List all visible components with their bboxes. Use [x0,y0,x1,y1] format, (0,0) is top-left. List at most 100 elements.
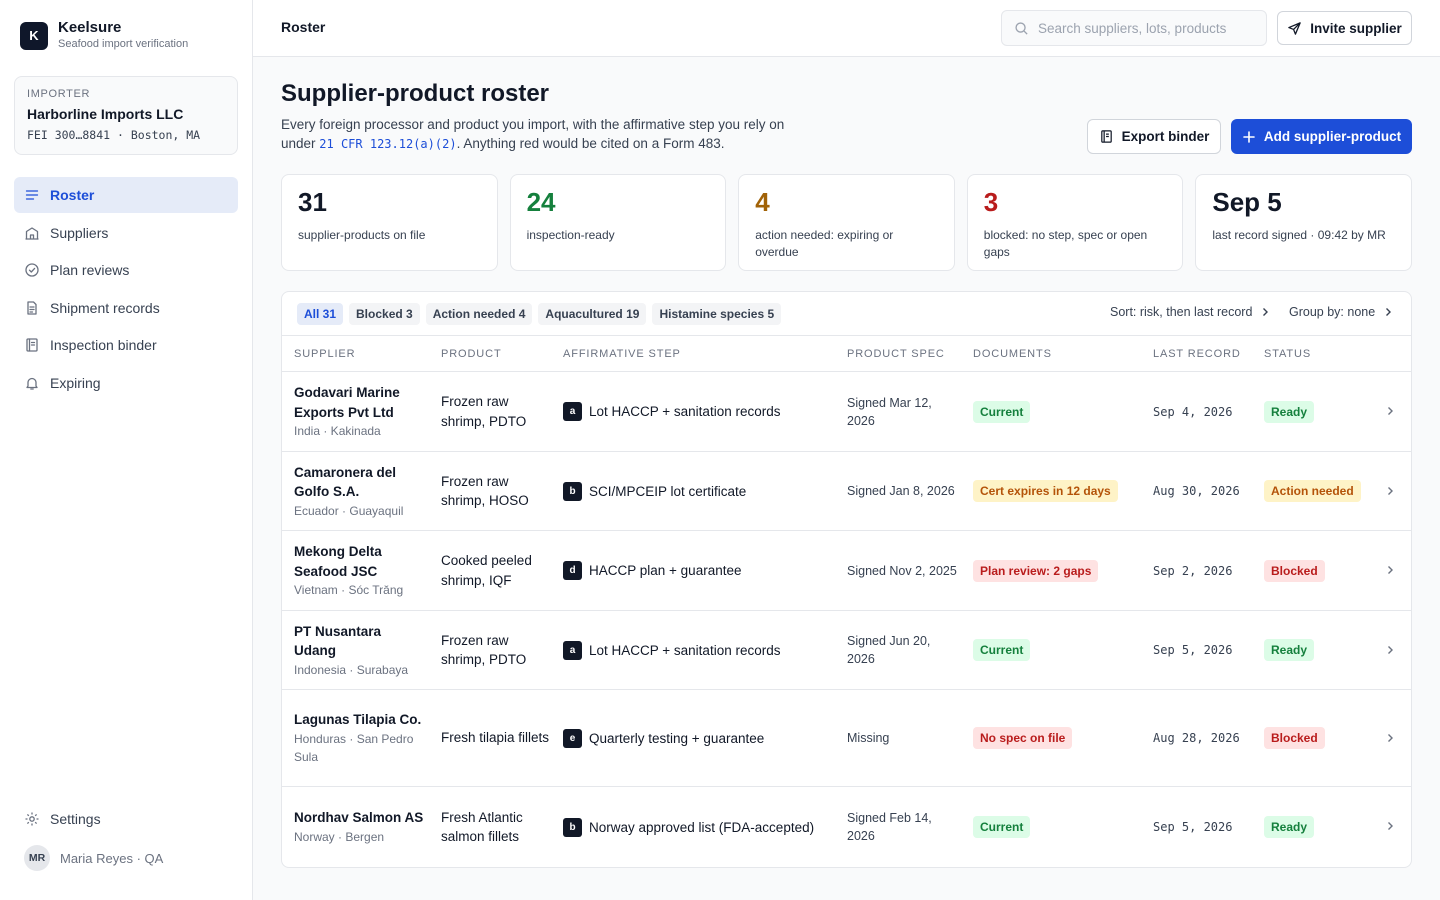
sidebar-item-expiring[interactable]: Expiring [14,365,238,401]
step-code-badge: b [563,817,582,837]
invite-supplier-button[interactable]: Invite supplier [1277,11,1412,45]
sidebar-item-inspection-binder[interactable]: Inspection binder [14,327,238,363]
sidebar-item-shipment-records[interactable]: Shipment records [14,290,238,326]
stat-card[interactable]: 24 inspection-ready [509,174,727,271]
affirmative-step: HACCP plan + guarantee [589,563,742,578]
supplier-name[interactable]: Camaronera del Golfo S.A. [294,464,397,500]
column-header-status[interactable]: Status [1264,348,1312,360]
affirmative-step: Lot HACCP + sanitation records [589,642,781,658]
affirmative-step-cell: b SCI/MPCEIP lot certificate [563,452,833,530]
chevron-right-icon[interactable] [1384,485,1396,497]
status-badge: Blocked [1264,559,1325,582]
binder-icon [26,338,38,353]
settings-link[interactable]: Settings [14,803,238,835]
gear-icon [25,812,39,826]
stat-label: supplier-products on file [298,228,426,242]
product-name: Fresh Atlantic salmon fillets [441,809,523,845]
stat-card[interactable]: 4 action needed: expiring or overdue [738,174,955,271]
stat-value: Sep 5 [1212,187,1282,217]
user-profile[interactable]: MR Maria Reyes · QA [14,845,238,871]
app-tagline: Seafood import verification [58,38,189,50]
filter-chip[interactable]: Blocked 3 [349,303,420,325]
supplier-name[interactable]: Godavari Marine Exports Pvt Ltd [294,385,400,420]
table-row[interactable]: Lagunas Tilapia Co. Honduras · San Pedro … [282,690,1411,787]
sidebar-item-label: Roster [50,187,95,203]
filter-chip[interactable]: All 31 [297,303,344,325]
product-spec-cell: Signed Jan 8, 2026 [847,452,959,530]
affirmative-step-cell: a Lot HACCP + sanitation records [563,372,833,451]
search-input[interactable] [1038,20,1258,36]
stat-label: action needed: expiring or overdue [755,228,894,259]
stat-card[interactable]: Sep 5 last record signed · 09:42 by MR [1195,174,1412,271]
group-by-control[interactable]: Group by: none [1289,305,1394,319]
column-header-last-record[interactable]: Last record [1153,348,1241,360]
table-row[interactable]: PT Nusantara Udang Indonesia · Surabaya Fr… [282,611,1411,690]
supplier-name[interactable]: PT Nusantara Udang [294,623,382,659]
status-badge: Action needed [1264,480,1361,502]
sidebar-item-roster[interactable]: Roster [14,177,238,213]
filter-chip[interactable]: Histamine species 5 [652,303,782,325]
supplier-location: Norway · Bergen [294,829,385,844]
chevron-right-icon[interactable] [1384,564,1396,576]
documents-badge: Cert expires in 12 days [973,480,1118,502]
supplier-location: Honduras · San Pedro Sula [294,731,414,764]
status-cell: Blocked [1264,690,1374,786]
sidebar-nav: Roster Suppliers Plan reviews Shipment reco… [14,177,238,403]
table-row[interactable]: Nordhav Salmon AS Norway · Bergen Fresh At… [282,787,1411,867]
status-cell: Ready [1264,372,1374,451]
add-supplier-product-button[interactable]: Add supplier-product [1231,119,1412,154]
chevron-right-icon[interactable] [1384,732,1396,744]
status-badge: Ready [1264,400,1315,423]
brand[interactable]: K Keelsure Seafood import verification [20,20,188,51]
step-code-badge: e [563,728,582,748]
list-icon [25,190,39,200]
affirmative-step-cell: b Norway approved list (FDA-accepted) [563,787,833,867]
stat-card[interactable]: 31 supplier-products on file [281,174,498,271]
chevron-right-icon[interactable] [1384,405,1396,417]
affirmative-step-cell: a Lot HACCP + sanitation records [563,611,833,689]
supplier-cell: Mekong Delta Seafood JSC Vietnam · Sóc Tr… [294,531,424,610]
table-row[interactable]: Camaronera del Golfo S.A. Ecuador · Guaya… [282,452,1411,531]
page-description: Every foreign processor and product you … [281,115,821,154]
sidebar-item-plan-reviews[interactable]: Plan reviews [14,252,238,288]
search-icon [1015,21,1028,35]
importer-card[interactable]: IMPORTER Harborline Imports LLC FEI 300…… [14,76,238,155]
supplier-cell: Lagunas Tilapia Co. Honduras · San Pedro … [294,690,424,786]
column-header-supplier[interactable]: Supplier [294,348,356,360]
export-binder-button[interactable]: Export binder [1087,119,1221,154]
chevron-right-icon[interactable] [1384,644,1396,656]
last-record-date: Aug 30, 2026 [1153,484,1240,498]
column-header-documents[interactable]: Documents [973,348,1052,360]
supplier-name[interactable]: Lagunas Tilapia Co. [294,712,422,728]
last-record-date: Sep 4, 2026 [1153,404,1233,419]
chevron-right-icon[interactable] [1384,820,1396,832]
stat-cards: 31 supplier-products on file 24 inspection-… [281,174,1412,271]
sidebar-item-suppliers[interactable]: Suppliers [14,215,238,251]
sidebar-item-label: Suppliers [50,224,109,241]
column-header-affirmative-step[interactable]: Affirmative step [563,348,681,360]
stat-card[interactable]: 3 blocked: no step, spec or open gaps [966,174,1184,271]
status-badge: Blocked [1264,727,1325,749]
search-box[interactable] [1001,10,1267,46]
stat-label: inspection-ready [526,228,615,242]
last-record-cell: Sep 4, 2026 [1153,372,1253,451]
regulation-reference[interactable]: 21 CFR 123.12(a)(2) [319,137,457,151]
column-header-product[interactable]: Product [441,348,502,360]
table-row[interactable]: Mekong Delta Seafood JSC Vietnam · Sóc Tr… [282,531,1411,611]
affirmative-step-cell: d HACCP plan + guarantee [563,531,833,610]
brand-logo: K [20,21,48,50]
filter-chip[interactable]: Aquacultured 19 [538,303,647,325]
supplier-name[interactable]: Nordhav Salmon AS [294,810,424,826]
documents-badge: Current [973,400,1031,423]
export-binder-label: Export binder [1121,129,1210,144]
group-by-label: Group by: none [1289,305,1376,319]
documents-badge: Current [973,816,1031,838]
desc-text-after: . Anything red would be cited on a Form … [456,136,725,151]
product-cell: Cooked peeled shrimp, IQF [441,531,551,610]
filter-chip[interactable]: Action needed 4 [425,303,533,325]
table-row[interactable]: Godavari Marine Exports Pvt Ltd India · K… [282,372,1411,452]
supplier-name[interactable]: Mekong Delta Seafood JSC [294,544,382,579]
product-cell: Fresh Atlantic salmon fillets [441,787,551,867]
column-header-product-spec[interactable]: Product spec [847,348,945,360]
sort-control[interactable]: Sort: risk, then last record [1110,305,1271,319]
